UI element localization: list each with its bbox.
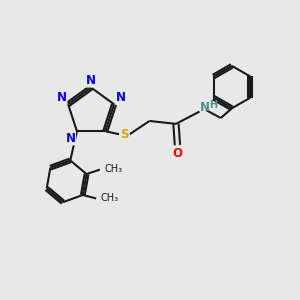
Text: N: N [65, 132, 75, 145]
Text: N: N [116, 91, 125, 104]
Text: N: N [200, 101, 210, 114]
Text: CH₃: CH₃ [104, 164, 122, 174]
Text: CH₃: CH₃ [100, 194, 118, 203]
Text: N: N [86, 74, 96, 87]
Text: N: N [57, 91, 67, 104]
Text: S: S [120, 128, 129, 141]
Text: H: H [209, 100, 217, 110]
Text: O: O [172, 147, 182, 160]
